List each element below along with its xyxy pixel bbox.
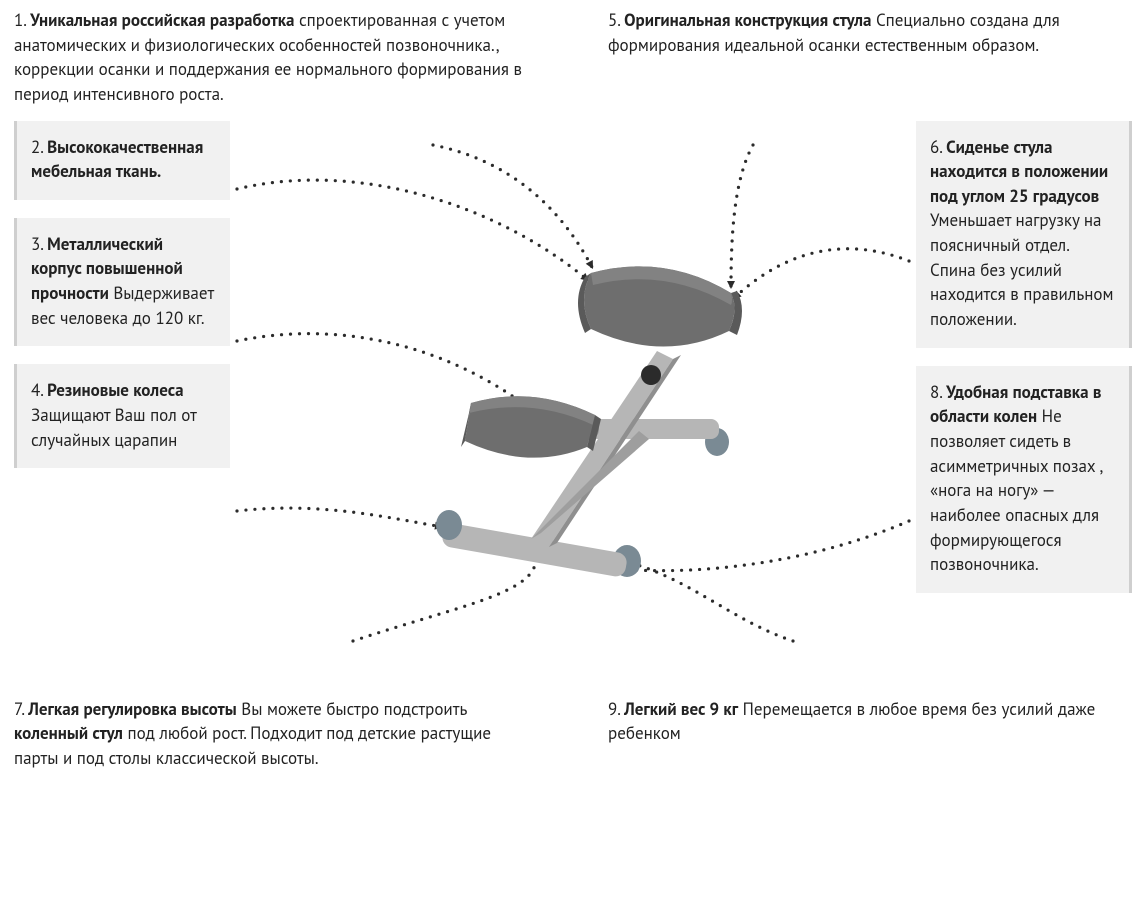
feature-7: 7. Легкая регулировка высоты Вы можете б… xyxy=(14,697,538,771)
feature-8: 8. Удобная подставка в области колен Не … xyxy=(916,366,1132,593)
feature-text: Уменьшает нагрузку на поясничный отдел. … xyxy=(930,209,1113,330)
feature-number: 7. xyxy=(14,698,24,720)
feature-bold: Высококачественная мебельная ткань. xyxy=(31,136,203,183)
feature-bold: Легкий вес 9 кг xyxy=(624,698,738,720)
feature-5: 5. Оригинальная конструкция стула Специа… xyxy=(608,8,1132,107)
feature-text: Защищают Ваш пол от случайных царапин xyxy=(31,404,196,451)
feature-number: 3. xyxy=(31,233,43,255)
feature-bold: Резиновые колеса xyxy=(47,379,183,401)
feature-2: 2. Высококачественная мебельная ткань. xyxy=(14,121,230,200)
feature-9: 9. Легкий вес 9 кг Перемещается в любое … xyxy=(608,697,1132,771)
feature-number: 5. xyxy=(608,9,620,31)
feature-bold: Уникальная российская разработка xyxy=(30,9,294,31)
feature-number: 2. xyxy=(31,136,43,158)
chair-icon xyxy=(436,266,742,578)
feature-bold: Сиденье стула находится в положении под … xyxy=(930,136,1108,207)
feature-number: 1. xyxy=(14,9,26,31)
feature-number: 4. xyxy=(31,379,43,401)
feature-3: 3. Металлический корпус повышенной прочн… xyxy=(14,218,230,347)
feature-bold: Легкая регулировка высоты xyxy=(28,698,236,720)
bottom-row: 7. Легкая регулировка высоты Вы можете б… xyxy=(14,697,1132,771)
right-column: 6. Сиденье стула находится в положении п… xyxy=(916,121,1132,593)
product-illustration xyxy=(230,121,916,681)
feature-6: 6. Сиденье стула находится в положении п… xyxy=(916,121,1132,348)
left-column: 2. Высококачественная мебельная ткань. 3… xyxy=(14,121,230,469)
feature-number: 8. xyxy=(930,381,942,403)
feature-text: Вы можете быстро подстроить xyxy=(237,698,467,720)
feature-number: 9. xyxy=(608,698,620,720)
feature-4: 4. Резиновые колеса Защищают Ваш пол от … xyxy=(14,364,230,468)
feature-number: 6. xyxy=(930,136,942,158)
feature-1: 1. Уникальная российская разработка спро… xyxy=(14,8,538,107)
kneeling-chair-diagram xyxy=(233,141,913,661)
feature-bold: Оригинальная конструкция стула xyxy=(624,9,871,31)
feature-bold: Удобная подставка в области колен xyxy=(930,381,1101,428)
feature-bold-2: коленный стул xyxy=(14,722,123,744)
top-row: 1. Уникальная российская разработка спро… xyxy=(14,8,1132,107)
middle-row: 2. Высококачественная мебельная ткань. 3… xyxy=(14,121,1132,681)
feature-text: Не позволяет сидеть в асимметричных поза… xyxy=(930,405,1102,575)
